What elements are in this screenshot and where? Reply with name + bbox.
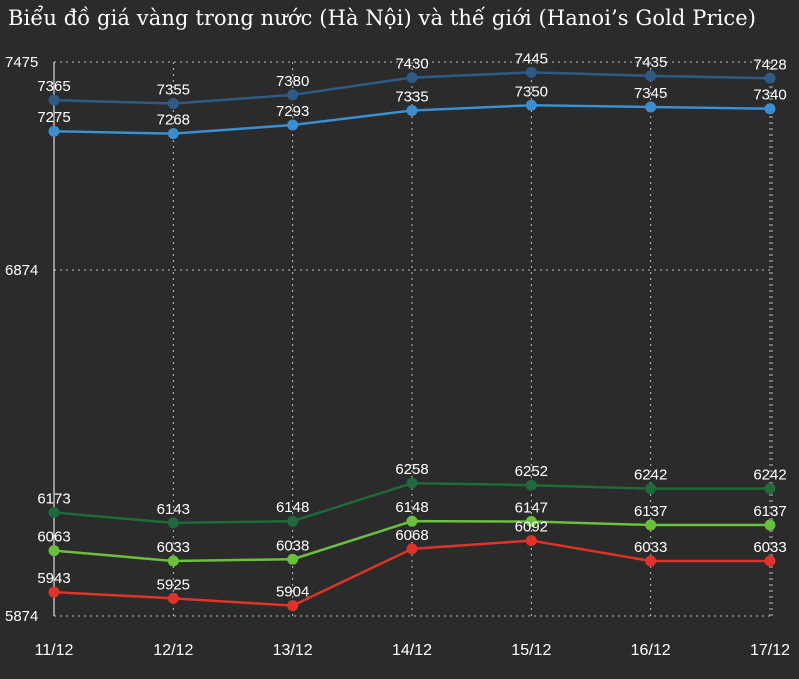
data-label: 7293	[276, 103, 309, 120]
data-label: 7340	[753, 87, 786, 104]
data-label: 6147	[515, 500, 548, 517]
data-label: 6143	[157, 501, 190, 518]
data-point	[167, 517, 179, 529]
data-label: 5925	[157, 576, 190, 593]
y-tick-label: 6874	[5, 262, 38, 279]
data-point	[48, 125, 60, 137]
data-point	[48, 586, 60, 598]
data-point	[406, 477, 418, 489]
data-point	[764, 519, 776, 531]
data-point	[645, 519, 657, 531]
data-label: 7275	[37, 109, 70, 126]
data-label: 7428	[753, 56, 786, 73]
data-label: 6033	[157, 539, 190, 556]
x-tick-label: 15/12	[511, 642, 551, 659]
data-label: 6092	[515, 519, 548, 536]
data-point	[406, 72, 418, 84]
data-point	[764, 72, 776, 84]
data-point	[287, 119, 299, 131]
data-point	[167, 98, 179, 110]
data-label: 6038	[276, 537, 309, 554]
data-point	[287, 553, 299, 565]
data-point	[287, 600, 299, 612]
data-point	[287, 515, 299, 527]
x-tick-label: 12/12	[153, 642, 193, 659]
data-point	[525, 66, 537, 78]
data-label: 7430	[395, 56, 428, 73]
data-point	[764, 555, 776, 567]
data-label: 6148	[276, 499, 309, 516]
data-point	[764, 103, 776, 115]
x-tick-label: 17/12	[750, 642, 790, 659]
data-point	[406, 543, 418, 555]
data-label: 7445	[515, 50, 548, 67]
data-label: 7365	[37, 78, 70, 95]
data-label: 6258	[395, 461, 428, 478]
data-label: 6242	[634, 467, 667, 484]
data-label: 7345	[634, 85, 667, 102]
data-point	[525, 99, 537, 111]
data-label: 7335	[395, 88, 428, 105]
data-label: 5943	[37, 570, 70, 587]
data-point	[287, 89, 299, 101]
data-point	[525, 479, 537, 491]
data-point	[645, 555, 657, 567]
data-label: 6173	[37, 491, 70, 508]
x-tick-label: 11/12	[35, 642, 74, 659]
x-tick-label: 13/12	[273, 642, 313, 659]
data-label: 6068	[395, 527, 428, 544]
data-point	[525, 516, 537, 528]
data-point	[48, 94, 60, 106]
data-label: 6137	[753, 503, 786, 520]
data-point	[406, 104, 418, 116]
data-point	[167, 555, 179, 567]
data-point	[167, 592, 179, 604]
data-point	[48, 507, 60, 519]
x-tick-label: 14/12	[392, 642, 432, 659]
chart-title: Biểu đồ giá vàng trong nước (Hà Nội) và …	[8, 6, 757, 30]
y-tick-label: 5874	[5, 608, 38, 625]
data-label: 7380	[276, 73, 309, 90]
data-point	[645, 101, 657, 113]
data-label: 6137	[634, 503, 667, 520]
data-point	[645, 70, 657, 82]
data-label: 6033	[753, 539, 786, 556]
data-point	[764, 483, 776, 495]
data-point	[406, 515, 418, 527]
data-label: 6148	[395, 499, 428, 516]
data-point	[167, 128, 179, 140]
data-label: 7355	[157, 82, 190, 99]
data-label: 6033	[634, 539, 667, 556]
data-point	[525, 535, 537, 547]
data-label: 6063	[37, 529, 70, 546]
x-tick-label: 16/12	[631, 642, 671, 659]
data-label: 7435	[634, 54, 667, 71]
y-tick-label: 7475	[5, 54, 38, 71]
data-point	[645, 483, 657, 495]
data-label: 5904	[276, 584, 309, 601]
data-label: 7268	[157, 112, 190, 129]
data-point	[48, 545, 60, 557]
data-label: 6252	[515, 463, 548, 480]
data-label: 7350	[515, 83, 548, 100]
data-label: 6242	[753, 467, 786, 484]
